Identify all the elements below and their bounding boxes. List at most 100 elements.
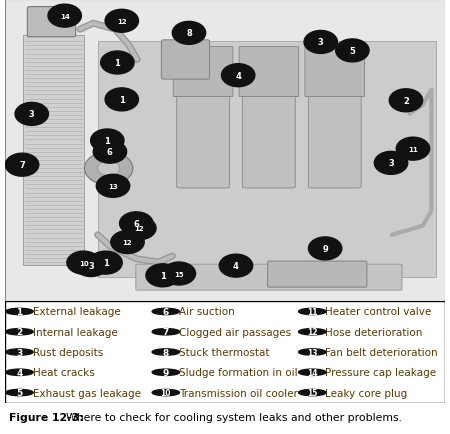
Text: 3: 3 <box>388 159 394 168</box>
Circle shape <box>90 130 124 153</box>
Text: Air suction: Air suction <box>179 307 235 317</box>
Circle shape <box>336 40 369 63</box>
FancyBboxPatch shape <box>305 47 364 97</box>
Circle shape <box>74 254 108 277</box>
Text: 12: 12 <box>117 19 126 25</box>
Text: 5: 5 <box>16 388 22 397</box>
FancyBboxPatch shape <box>268 262 367 287</box>
Text: 3: 3 <box>88 261 94 270</box>
Text: External leakage: External leakage <box>33 307 121 317</box>
Bar <box>98 42 436 277</box>
Text: 15: 15 <box>174 271 184 277</box>
Text: 12: 12 <box>307 328 318 336</box>
Circle shape <box>93 141 126 164</box>
Text: 8: 8 <box>163 348 169 357</box>
Text: 6: 6 <box>107 148 113 157</box>
Text: 10: 10 <box>79 260 89 266</box>
Text: 2: 2 <box>403 96 409 105</box>
Text: 14: 14 <box>307 368 318 377</box>
Text: Internal leakage: Internal leakage <box>33 327 117 337</box>
Circle shape <box>85 152 133 185</box>
Circle shape <box>298 369 326 375</box>
Circle shape <box>6 329 33 335</box>
Text: 13: 13 <box>108 184 118 189</box>
Text: 15: 15 <box>307 388 317 397</box>
Text: Sludge formation in oil: Sludge formation in oil <box>179 368 297 378</box>
Circle shape <box>304 31 338 54</box>
Text: 1: 1 <box>103 259 108 267</box>
Text: 9: 9 <box>322 244 328 253</box>
FancyBboxPatch shape <box>161 41 210 80</box>
Text: 12: 12 <box>135 226 144 232</box>
Circle shape <box>298 329 326 335</box>
Circle shape <box>146 264 179 287</box>
Text: 2: 2 <box>16 328 22 336</box>
Text: 3: 3 <box>16 348 22 357</box>
Text: 7: 7 <box>162 328 169 336</box>
Circle shape <box>98 161 120 177</box>
FancyBboxPatch shape <box>177 80 230 188</box>
Text: 12: 12 <box>123 240 132 246</box>
FancyBboxPatch shape <box>243 80 295 188</box>
FancyBboxPatch shape <box>27 7 76 38</box>
Text: 1: 1 <box>104 137 110 146</box>
Text: 1: 1 <box>119 95 125 105</box>
FancyBboxPatch shape <box>239 47 299 97</box>
Text: Where to check for cooling system leaks and other problems.: Where to check for cooling system leaks … <box>59 412 402 422</box>
Text: 5: 5 <box>350 47 356 56</box>
Circle shape <box>105 89 139 112</box>
Text: 4: 4 <box>233 262 239 270</box>
Circle shape <box>48 5 81 28</box>
Text: 11: 11 <box>307 307 318 316</box>
Circle shape <box>6 349 33 355</box>
Circle shape <box>152 329 180 335</box>
Circle shape <box>298 389 326 396</box>
Text: Heat cracks: Heat cracks <box>33 368 94 378</box>
Circle shape <box>96 175 130 198</box>
Text: Fan belt deterioration: Fan belt deterioration <box>325 347 438 357</box>
Text: 3: 3 <box>29 110 35 119</box>
Text: Rust deposits: Rust deposits <box>33 347 103 357</box>
Circle shape <box>152 369 180 375</box>
FancyBboxPatch shape <box>136 265 402 290</box>
Circle shape <box>308 237 342 260</box>
Circle shape <box>152 389 180 396</box>
Circle shape <box>89 252 122 274</box>
Text: Leaky core plug: Leaky core plug <box>325 388 408 398</box>
Text: Pressure cap leakage: Pressure cap leakage <box>325 368 436 378</box>
Text: 3: 3 <box>318 38 324 47</box>
Circle shape <box>67 252 100 274</box>
Text: Exhaust gas leakage: Exhaust gas leakage <box>33 388 141 398</box>
Circle shape <box>298 349 326 355</box>
Circle shape <box>6 369 33 375</box>
Text: 11: 11 <box>408 146 418 152</box>
Text: Transmission oil cooler: Transmission oil cooler <box>179 388 298 398</box>
Text: Heater control valve: Heater control valve <box>325 307 432 317</box>
Text: 13: 13 <box>307 348 318 357</box>
Circle shape <box>105 10 139 33</box>
Circle shape <box>396 138 430 161</box>
Circle shape <box>6 309 33 315</box>
Text: 1: 1 <box>160 271 166 280</box>
Circle shape <box>152 309 180 315</box>
Text: 4: 4 <box>16 368 22 377</box>
Circle shape <box>172 22 206 45</box>
FancyBboxPatch shape <box>173 47 233 97</box>
Circle shape <box>221 65 255 88</box>
Circle shape <box>123 217 156 240</box>
Circle shape <box>15 103 49 126</box>
Circle shape <box>111 231 144 254</box>
Text: Figure 12-3:: Figure 12-3: <box>9 412 84 422</box>
Text: 7: 7 <box>19 161 25 170</box>
Text: Hose deterioration: Hose deterioration <box>325 327 423 337</box>
Text: 1: 1 <box>114 59 120 68</box>
Circle shape <box>152 349 180 355</box>
FancyBboxPatch shape <box>308 80 361 188</box>
Text: Clogged air passages: Clogged air passages <box>179 327 291 337</box>
Circle shape <box>298 309 326 315</box>
Bar <box>23 36 85 266</box>
Text: 14: 14 <box>60 13 70 20</box>
Circle shape <box>374 152 408 175</box>
Circle shape <box>120 212 153 235</box>
Text: 6: 6 <box>133 219 139 228</box>
